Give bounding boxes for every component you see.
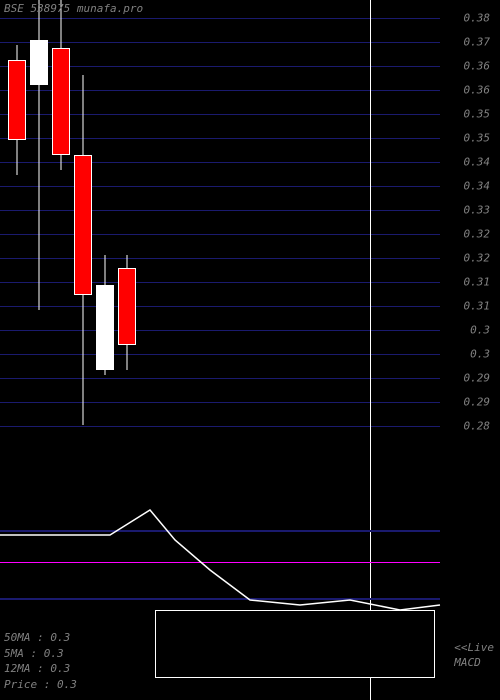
candle	[8, 0, 26, 500]
candle-body	[52, 48, 70, 155]
current-time-line	[370, 0, 371, 700]
ma12-label: 12MA : 0.3	[4, 661, 77, 676]
candle	[52, 0, 70, 500]
candle	[96, 0, 114, 500]
price-label: Price : 0.3	[4, 677, 77, 692]
ma-info-panel: 50MA : 0.3 5MA : 0.3 12MA : 0.3 Price : …	[4, 630, 77, 692]
price-label: 0.34	[464, 180, 491, 193]
price-label: 0.34	[464, 156, 491, 169]
candle-body	[8, 60, 26, 140]
price-label: 0.28	[464, 420, 491, 433]
macd-box	[155, 610, 435, 678]
price-label: 0.29	[464, 372, 491, 385]
candle	[74, 0, 92, 500]
macd-live-text: <<Live	[454, 641, 494, 655]
price-label: 0.29	[464, 396, 491, 409]
price-label: 0.35	[464, 108, 491, 121]
price-label: 0.32	[464, 252, 491, 265]
candle-body	[30, 40, 48, 85]
candle-body	[118, 268, 136, 345]
price-label: 0.36	[464, 60, 491, 73]
candle	[30, 0, 48, 500]
macd-text: MACD	[454, 656, 494, 670]
ma5-label: 5MA : 0.3	[4, 646, 77, 661]
macd-label: <<Live MACD	[454, 641, 494, 670]
price-label: 0.31	[464, 300, 491, 313]
price-label: 0.3	[470, 348, 490, 361]
candle	[118, 0, 136, 500]
price-label: 0.36	[464, 84, 491, 97]
price-label: 0.33	[464, 204, 491, 217]
price-label: 0.35	[464, 132, 491, 145]
price-label: 0.37	[464, 36, 491, 49]
blue-line-2	[0, 598, 440, 600]
magenta-line	[0, 562, 440, 563]
price-label: 0.31	[464, 276, 491, 289]
price-label: 0.3	[470, 324, 490, 337]
ma50-label: 50MA : 0.3	[4, 630, 77, 645]
chart-title: BSE 538975 munafa.pro	[4, 2, 143, 15]
candle-body	[74, 155, 92, 295]
price-label: 0.32	[464, 228, 491, 241]
candle-body	[96, 285, 114, 370]
price-label: 0.38	[464, 12, 491, 25]
blue-line-1	[0, 530, 440, 532]
stock-chart: BSE 538975 munafa.pro 0.38 0.37 0.36 0.36 0.…	[0, 0, 500, 700]
